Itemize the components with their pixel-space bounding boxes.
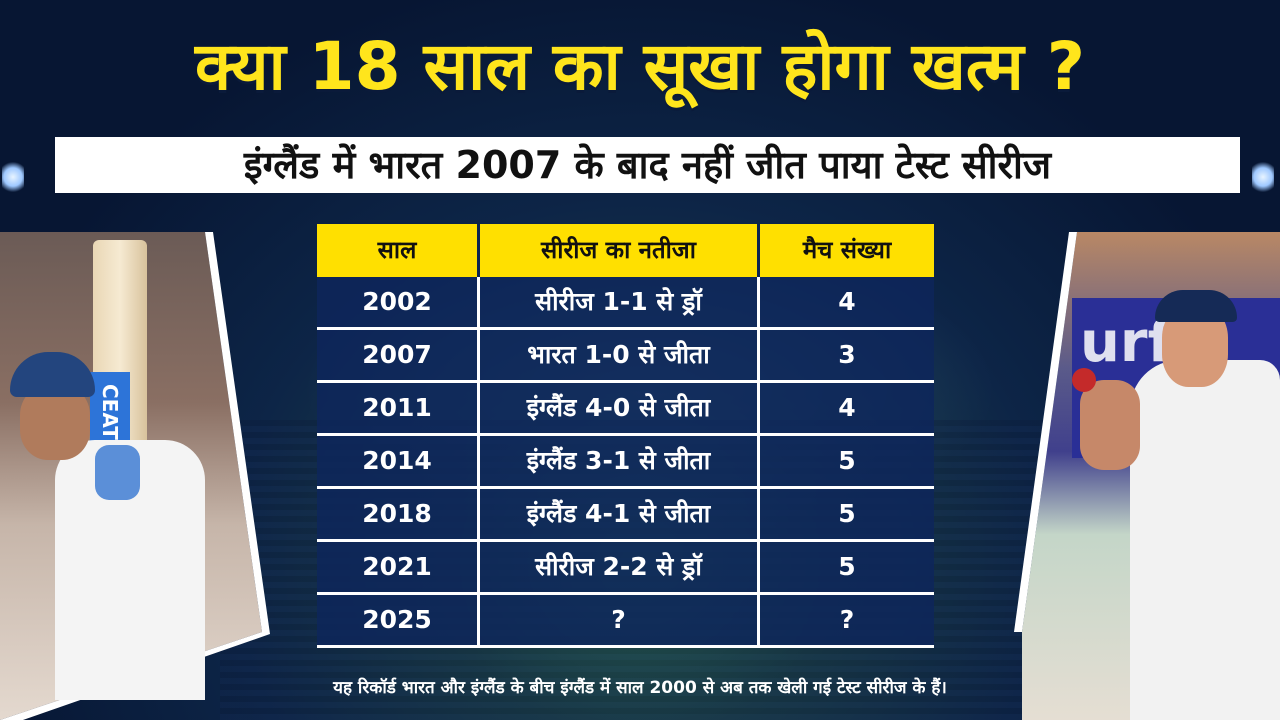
table-row: 2018 इंग्लैंड 4-1 से जीता 5 [317, 489, 934, 542]
right-player-cap [1155, 290, 1237, 322]
header-result: सीरीज का नतीजा [480, 224, 760, 277]
table-row: 2021 सीरीज 2-2 से ड्रॉ 5 [317, 542, 934, 595]
row-year: 2025 [317, 595, 480, 645]
cricket-ball-icon [1072, 368, 1096, 392]
row-matches: 5 [838, 552, 856, 581]
subtitle-bar: इंग्लैंड में भारत 2007 के बाद नहीं जीत प… [55, 137, 1240, 193]
row-matches: 4 [838, 287, 856, 316]
table-row: 2002 सीरीज 1-1 से ड्रॉ 4 [317, 277, 934, 330]
row-year: 2021 [317, 542, 480, 592]
row-matches: 5 [838, 499, 856, 528]
row-matches: 3 [838, 340, 856, 369]
row-year: 2007 [317, 330, 480, 380]
table-row: 2007 भारत 1-0 से जीता 3 [317, 330, 934, 383]
batting-glove [95, 445, 140, 500]
table-row: 2011 इंग्लैंड 4-0 से जीता 4 [317, 383, 934, 436]
row-result: भारत 1-0 से जीता [480, 330, 760, 380]
row-matches: 4 [838, 393, 856, 422]
row-result: सीरीज 2-2 से ड्रॉ [480, 542, 760, 592]
table-body: 2002 सीरीज 1-1 से ड्रॉ 4 2007 भारत 1-0 से जी… [317, 277, 934, 648]
row-result: इंग्लैंड 4-1 से जीता [480, 489, 760, 539]
series-results-table: साल सीरीज का नतीजा मैच संख्या 2002 सीरीज … [317, 224, 934, 648]
row-year: 2018 [317, 489, 480, 539]
row-year: 2011 [317, 383, 480, 433]
header-year: साल [317, 224, 480, 277]
floodlight-left-icon [2, 160, 24, 194]
row-result: इंग्लैंड 3-1 से जीता [480, 436, 760, 486]
right-player-arm [1080, 380, 1140, 470]
table-row: 2014 इंग्लैंड 3-1 से जीता 5 [317, 436, 934, 489]
row-matches: ? [839, 605, 855, 634]
headline: क्या 18 साल का सूखा होगा खत्म ? [195, 28, 1085, 105]
row-result: ? [480, 595, 760, 645]
table-row: 2025?? [317, 595, 934, 648]
table-header: साल सीरीज का नतीजा मैच संख्या [317, 224, 934, 277]
subtitle: इंग्लैंड में भारत 2007 के बाद नहीं जीत प… [243, 143, 1052, 187]
footnote: यह रिकॉर्ड भारत और इंग्लैंड के बीच इंग्ल… [333, 678, 947, 698]
row-result: इंग्लैंड 4-0 से जीता [480, 383, 760, 433]
row-year: 2002 [317, 277, 480, 327]
left-player-head [20, 385, 90, 460]
header-matches: मैच संख्या [802, 236, 892, 264]
floodlight-right-icon [1252, 160, 1274, 194]
row-year: 2014 [317, 436, 480, 486]
bat-logo: CEAT [90, 372, 130, 452]
row-result: सीरीज 1-1 से ड्रॉ [480, 277, 760, 327]
row-matches: 5 [838, 446, 856, 475]
right-player-body [1130, 360, 1280, 720]
